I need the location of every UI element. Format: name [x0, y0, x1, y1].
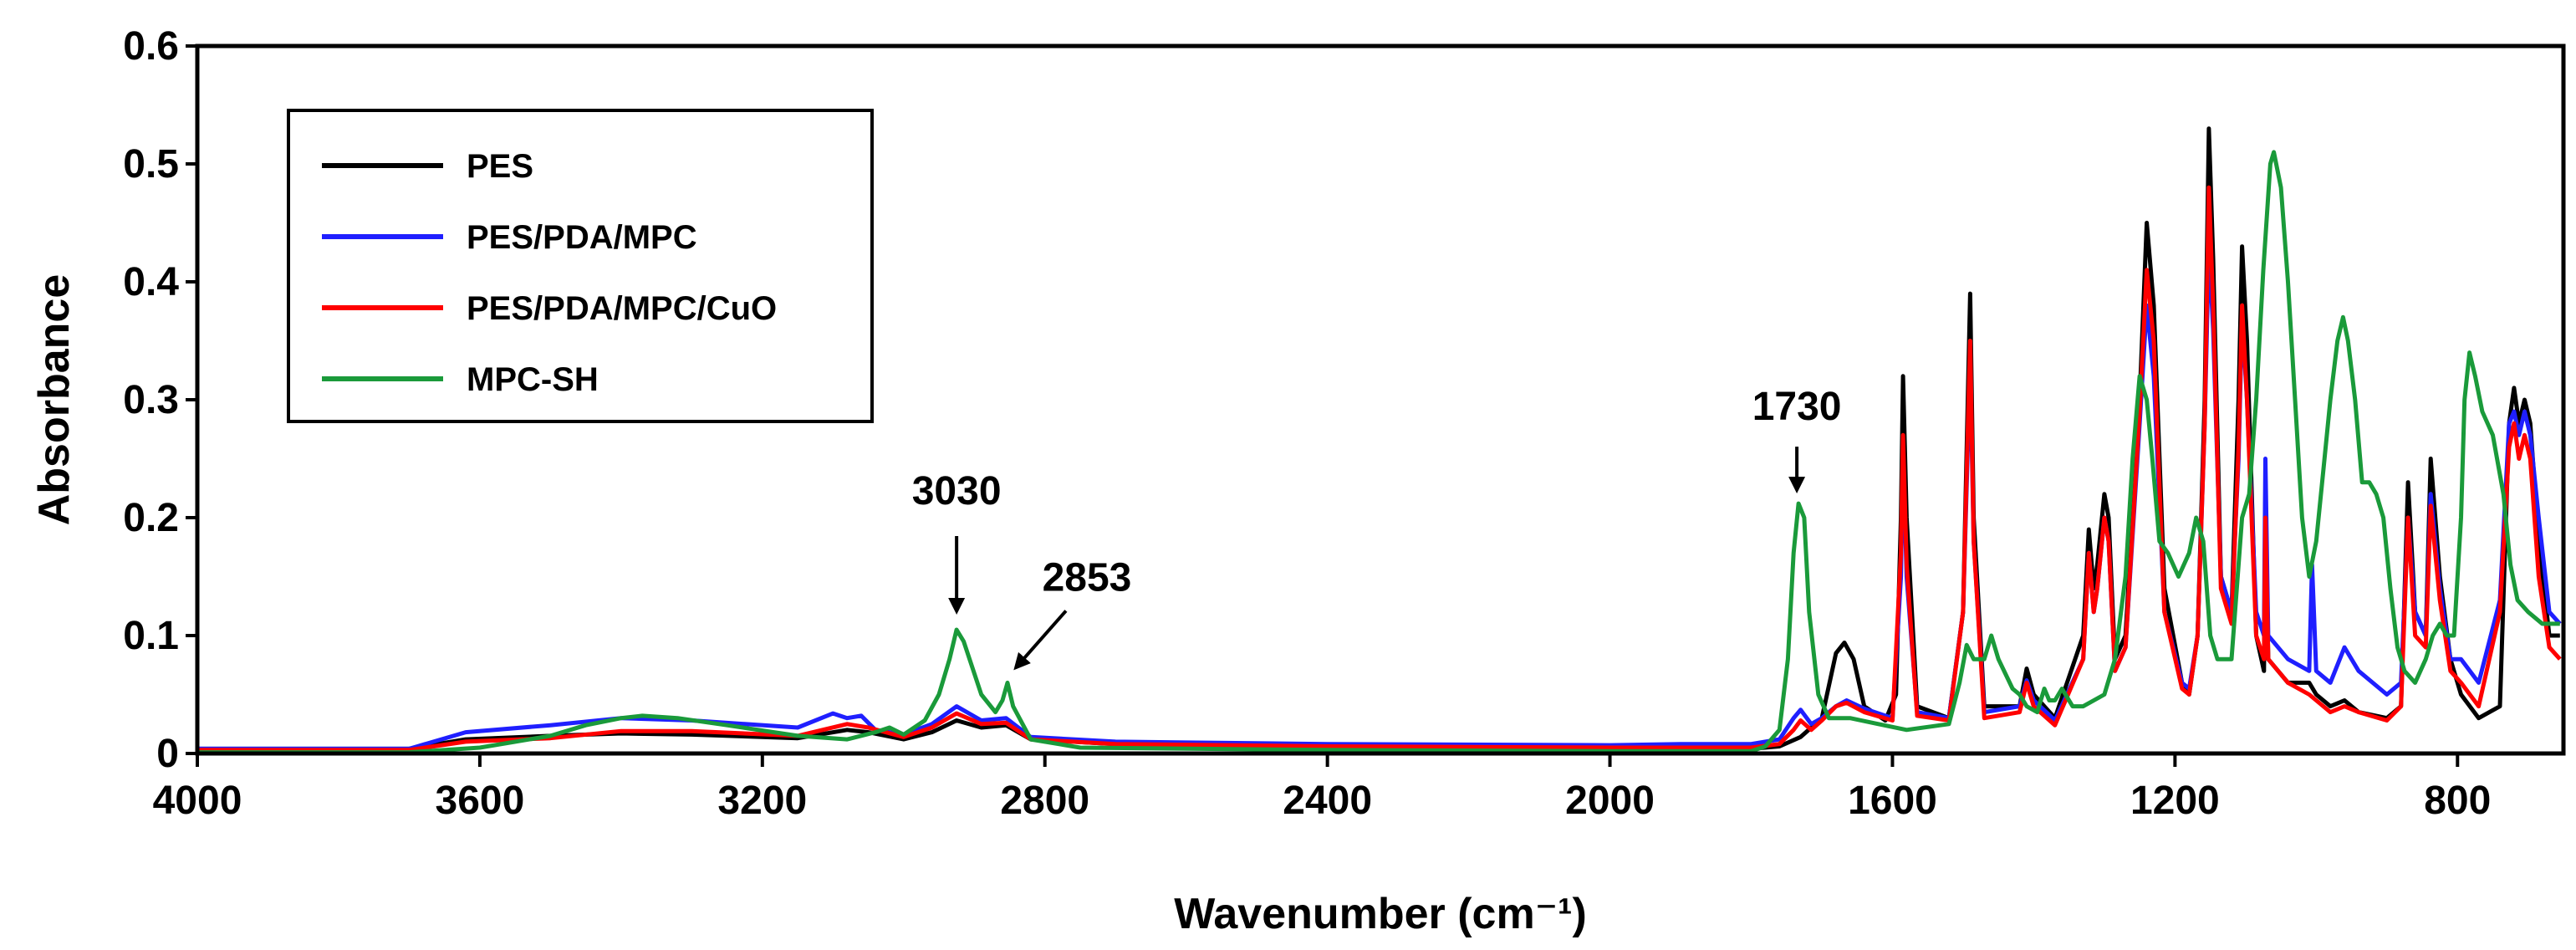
x-tick-label: 1200 [2130, 779, 2220, 823]
annotation-arrow [1013, 610, 1068, 671]
series-lines [197, 126, 2562, 755]
plot-frame [195, 43, 2566, 756]
x-axis-tick-labels: 4000 3600 3200 2800 2400 2000 1600 1200 800 [153, 779, 2492, 823]
legend-label: MPC-SH [467, 361, 599, 398]
legend-box [287, 109, 874, 423]
annotation-label: 2853 [1043, 555, 1132, 600]
annotation-label: 1730 [1752, 385, 1842, 429]
y-tick-label: 0.1 [123, 614, 179, 658]
y-tick-label: 0.5 [123, 142, 179, 186]
y-tick-label: 0.3 [123, 378, 179, 422]
y-axis-title: Absorbance [30, 274, 79, 526]
x-tick-label: 2400 [1283, 779, 1372, 823]
x-tick-label: 2800 [1000, 779, 1089, 823]
legend-label: PES/PDA/MPC [467, 219, 697, 256]
x-tick-label: 2000 [1565, 779, 1655, 823]
x-tick-label: 1600 [1848, 779, 1937, 823]
x-tick-label: 4000 [153, 779, 242, 823]
legend: PES PES/PDA/MPC PES/PDA/MPC/CuO MPC-SH [287, 109, 874, 423]
y-tick-label: 0.2 [123, 496, 179, 540]
series-line-4 [197, 150, 2560, 755]
x-tick-label: 800 [2424, 779, 2491, 823]
peak-annotations: 3030 2853 1730 [912, 385, 1842, 671]
y-tick-label: 0 [156, 732, 179, 776]
x-axis-title: Wavenumber (cm⁻¹) [1174, 890, 1587, 938]
annotation-label: 3030 [912, 469, 1002, 513]
legend-label: PES/PDA/MPC/CuO [467, 290, 777, 327]
x-tick-label: 3600 [436, 779, 525, 823]
y-axis-tick-labels: 0 0.1 0.2 0.3 0.4 0.5 0.6 [123, 24, 179, 776]
legend-label: PES [467, 148, 533, 185]
y-tick-label: 0.6 [123, 24, 179, 69]
y-tick-label: 0.4 [123, 260, 179, 304]
series-line-3 [197, 185, 2562, 753]
legend-items: PES PES/PDA/MPC PES/PDA/MPC/CuO MPC-SH [322, 148, 777, 398]
x-tick-label: 3200 [717, 779, 807, 823]
